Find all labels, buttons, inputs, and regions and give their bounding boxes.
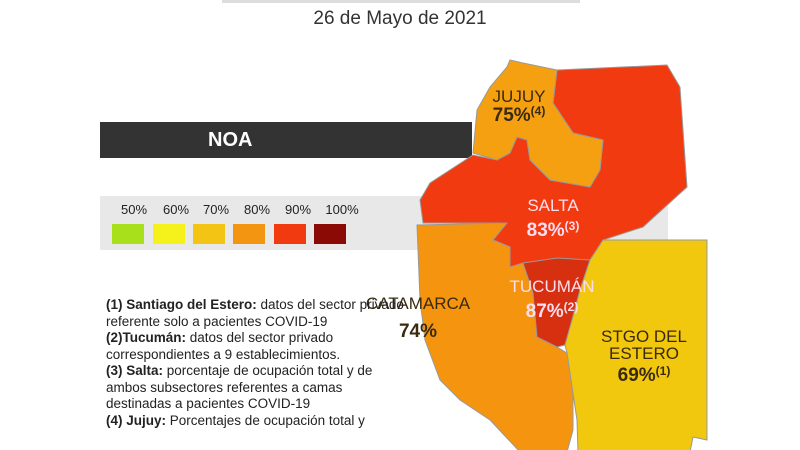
province-name: STGO DEL xyxy=(601,327,687,346)
province-value: 75%(4) xyxy=(492,104,546,126)
province-jujuy xyxy=(472,59,604,188)
label-catamarca: CATAMARCA 74% xyxy=(362,295,474,341)
top-divider xyxy=(222,0,580,3)
province-name: ESTERO xyxy=(609,344,679,363)
legend-label: 100% xyxy=(325,202,359,217)
legend-swatch xyxy=(274,224,306,244)
footnote: (2)Tucumán: datos del sector privado cor… xyxy=(106,330,341,362)
legend-label: 90% xyxy=(284,202,312,217)
region-title-bar: NOA xyxy=(100,122,472,158)
province-value: 83%(3) xyxy=(526,219,580,241)
footnote: (3) Salta: porcentaje de ocupación total… xyxy=(106,363,373,411)
date-title: 26 de Mayo de 2021 xyxy=(313,8,487,29)
province-name: SALTA xyxy=(527,196,579,215)
province-value: 74% xyxy=(398,321,438,342)
legend-label: 80% xyxy=(243,202,271,217)
legend-label: 60% xyxy=(162,202,190,217)
label-santiago-del-estero: STGO DEL ESTERO 69%(1) xyxy=(588,328,700,385)
legend-swatch xyxy=(112,224,144,244)
legend-swatch xyxy=(153,224,185,244)
footnotes: (1) Santiago del Estero: datos del secto… xyxy=(106,297,406,429)
legend-swatch xyxy=(193,224,225,244)
province-name: TUCUMÁN xyxy=(509,277,595,296)
label-jujuy: JUJUY 75%(4) xyxy=(478,88,560,125)
province-name: JUJUY xyxy=(492,87,546,106)
legend-label: 70% xyxy=(202,202,230,217)
province-value: 69%(1) xyxy=(617,364,671,386)
province-value: 87%(2) xyxy=(525,300,579,322)
province-santiago-del-estero xyxy=(564,239,708,450)
label-salta: SALTA 83%(3) xyxy=(508,197,598,240)
province-name: CATAMARCA xyxy=(365,294,471,313)
legend-swatch xyxy=(314,224,346,244)
legend-label: 50% xyxy=(120,202,148,217)
label-tucuman: TUCUMÁN 87%(2) xyxy=(505,278,599,321)
legend-swatch xyxy=(233,224,265,244)
footnote: (4) Jujuy: Porcentajes de ocupación tota… xyxy=(106,412,365,428)
footnote: (1) Santiago del Estero: datos del secto… xyxy=(106,297,404,329)
